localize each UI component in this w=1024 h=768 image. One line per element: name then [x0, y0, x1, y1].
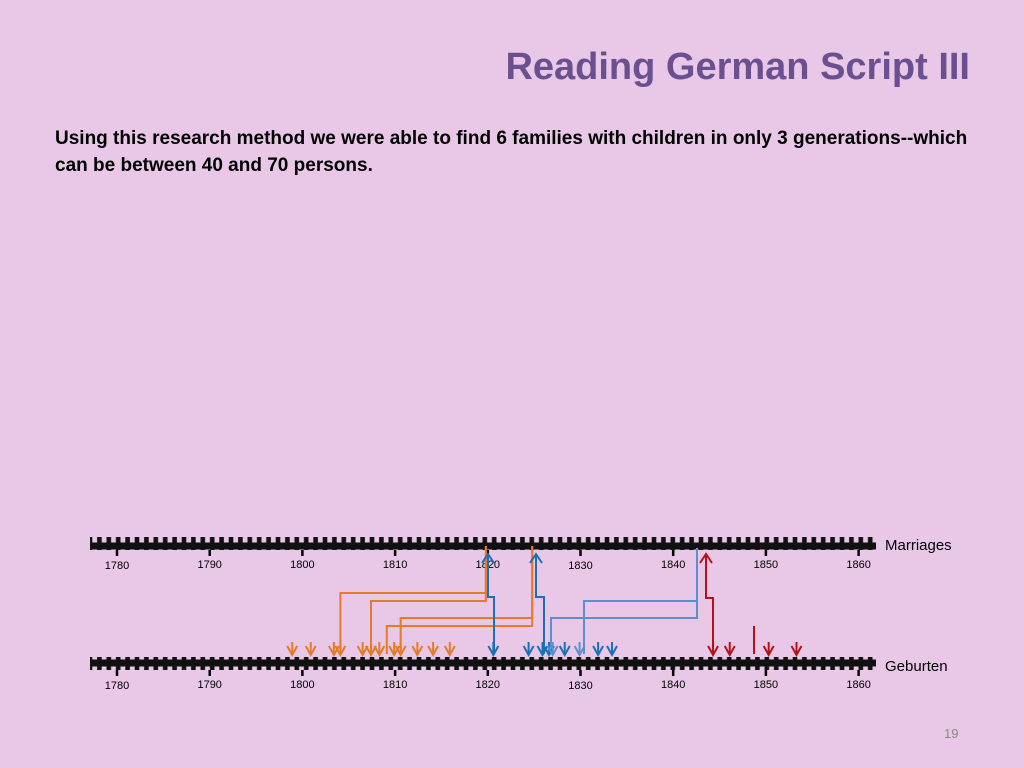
births-year-label: 1790	[197, 679, 221, 691]
birth-arrow	[373, 642, 386, 658]
marriages-year-label: 1790	[197, 559, 221, 571]
birth-arrow	[573, 642, 586, 658]
births-year-label: 1850	[754, 679, 778, 691]
birth-arrow	[762, 642, 775, 658]
birth-arrow	[411, 642, 424, 658]
blue-marriage-arrow-2	[529, 552, 543, 564]
birth-arrow	[487, 642, 500, 658]
marriages-year-label: 1800	[290, 559, 314, 571]
red-connector	[705, 556, 714, 654]
marriages-year-label: 1830	[568, 560, 592, 572]
lightblue-connector-2	[550, 548, 698, 654]
blue-connector-2	[535, 556, 545, 654]
birth-arrow	[707, 642, 719, 658]
marriages-year-label: 1850	[754, 559, 778, 571]
marriages-year-label: 1780	[105, 560, 129, 572]
birth-arrow	[394, 642, 407, 658]
blue-connector-1	[487, 556, 495, 654]
births-year-label: 1860	[846, 679, 870, 691]
blue-marriage-arrow-1	[481, 552, 495, 564]
birth-arrow	[365, 642, 377, 658]
birth-arrow	[592, 642, 604, 658]
births-timeline: 1780 1790 1800 1810 1820 1830 1840 1850 1860 Geb…	[90, 657, 948, 692]
birth-arrow	[304, 642, 317, 658]
marriages-ticks: 1780 1790 1800 1810 1820 1830 1840 1850 1860	[105, 550, 871, 572]
orange-connectors	[339, 546, 534, 654]
birth-arrow	[427, 642, 439, 658]
marriages-year-label: 1860	[846, 559, 870, 571]
birth-arrow	[443, 642, 456, 658]
page-number: 19	[944, 726, 959, 741]
birth-arrow	[356, 642, 369, 658]
births-ticks: 1780 1790 1800 1810 1820 1830 1840 1850 1860	[105, 670, 871, 692]
births-year-label: 1820	[476, 679, 500, 691]
birth-arrow	[790, 642, 803, 658]
birth-arrow	[546, 642, 559, 658]
births-bar	[90, 657, 876, 670]
birth-arrow	[723, 642, 736, 658]
birth-arrow	[334, 642, 347, 658]
orange-connector-2	[369, 546, 487, 654]
births-year-label: 1840	[661, 679, 685, 691]
marriages-year-label: 1840	[661, 559, 685, 571]
marriages-bar	[90, 537, 876, 550]
marriages-year-label: 1810	[383, 559, 407, 571]
orange-connector-4	[385, 546, 534, 654]
births-year-label: 1810	[383, 679, 407, 691]
birth-arrows	[286, 642, 803, 658]
births-year-label: 1830	[568, 680, 592, 692]
birth-arrow	[606, 642, 618, 658]
births-year-label: 1780	[105, 680, 129, 692]
birth-arrow	[522, 642, 535, 658]
family-connectors	[339, 546, 755, 654]
birth-arrow	[558, 642, 571, 658]
birth-arrow	[286, 642, 299, 658]
slide-title: Reading German Script III	[505, 46, 970, 88]
red-marriage-arrow	[699, 552, 713, 564]
body-text: Using this research method we were able …	[55, 128, 968, 176]
marriages-timeline: 1780 1790 1800 1810 1820 1830 1840 1850 1860 Mar…	[90, 537, 952, 572]
births-year-label: 1800	[290, 679, 314, 691]
births-label: Geburten	[885, 658, 948, 675]
marriages-label: Marriages	[885, 537, 952, 554]
